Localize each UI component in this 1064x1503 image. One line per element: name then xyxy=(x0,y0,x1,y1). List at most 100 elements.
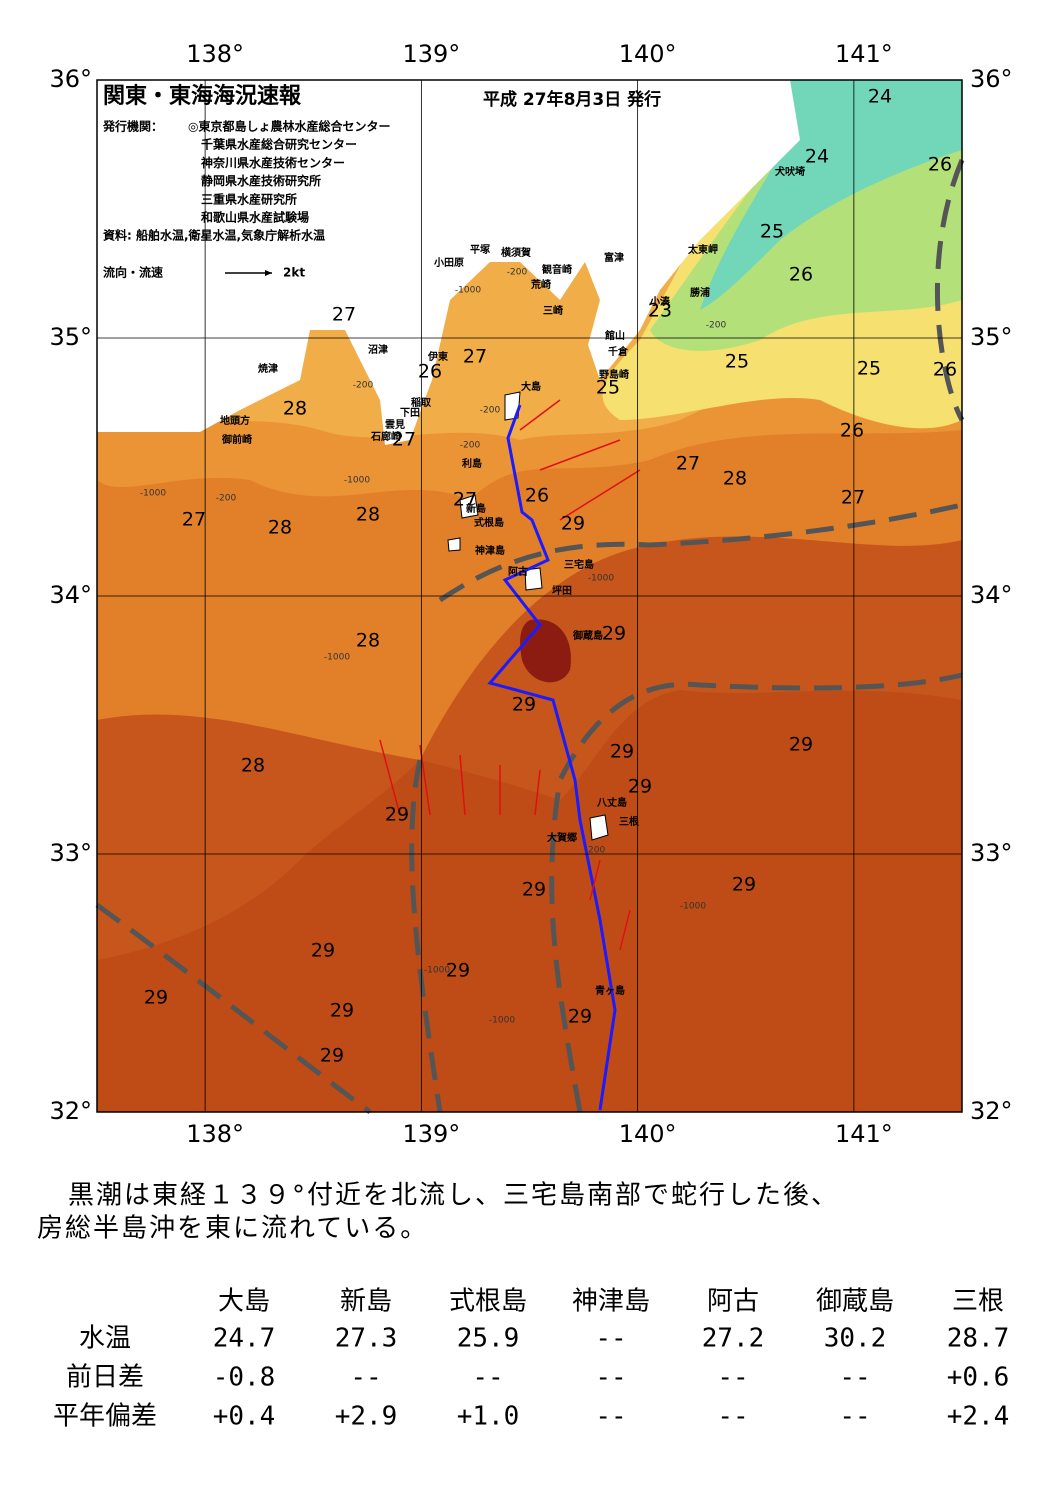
depth-label: -1000 xyxy=(424,966,450,976)
place-label: 青ヶ島 xyxy=(595,984,625,997)
place-label: 地頭方 xyxy=(220,414,250,427)
temperature-label: 25 xyxy=(760,221,784,243)
table-header: 阿古 xyxy=(707,1287,759,1317)
temperature-label: 29 xyxy=(602,623,626,645)
place-label: 大賀郷 xyxy=(547,831,577,844)
depth-label: -1000 xyxy=(344,476,370,486)
place-label: 下田 xyxy=(400,407,420,419)
table-cell: 30.2 xyxy=(824,1324,887,1354)
depth-label: -200 xyxy=(353,381,374,391)
temperature-label: 28 xyxy=(283,398,307,420)
temperature-label: 26 xyxy=(933,359,957,381)
temperature-label: 26 xyxy=(525,485,549,507)
table-cell: +2.4 xyxy=(947,1402,1010,1432)
data-source: 資料: 船舶水温,衛星水温,気象庁解析水温 xyxy=(103,228,325,243)
temperature-label: 27 xyxy=(453,489,477,511)
temperature-label: 29 xyxy=(628,776,652,798)
x-tick-label-top: 139° xyxy=(402,40,460,68)
table-header: 式根島 xyxy=(449,1287,527,1317)
issuer: 静岡県水産技術研究所 xyxy=(201,173,321,188)
table-cell: +0.6 xyxy=(947,1363,1010,1393)
temperature-label: 28 xyxy=(356,504,380,526)
temperature-label: 29 xyxy=(732,874,756,896)
depth-label: -1000 xyxy=(324,653,350,663)
depth-label: -1000 xyxy=(680,902,706,912)
place-label: 式根島 xyxy=(474,516,504,529)
issuer: 千葉県水産総合研究センター xyxy=(201,137,357,152)
table-cell: -- xyxy=(839,1402,870,1432)
temperature-label: 29 xyxy=(311,940,335,962)
y-tick-label-right: 36° xyxy=(970,65,1013,93)
temperature-label: 28 xyxy=(241,755,265,777)
x-tick-label-bottom: 138° xyxy=(186,1120,244,1148)
place-label: 館山 xyxy=(604,329,625,342)
issuer: 三重県水産研究所 xyxy=(201,191,297,206)
place-label: 荒崎 xyxy=(530,278,551,291)
x-tick-label-top: 141° xyxy=(835,40,893,68)
x-tick-label-bottom: 140° xyxy=(619,1120,677,1148)
place-label: 三宅島 xyxy=(564,558,594,571)
table-cell: -- xyxy=(595,1363,626,1393)
place-label: 三根 xyxy=(619,815,639,828)
temperature-label: 23 xyxy=(648,300,672,322)
temperature-label: 26 xyxy=(840,420,864,442)
table-cell: -0.8 xyxy=(213,1363,276,1393)
place-label: 御蔵島 xyxy=(572,629,603,642)
legend-label: 流向・流速 xyxy=(103,265,163,280)
temperature-label: 29 xyxy=(330,1000,354,1022)
temperature-label: 29 xyxy=(561,513,585,535)
row-label: 平年偏差 xyxy=(53,1402,157,1432)
temperature-label: 29 xyxy=(568,1006,592,1028)
depth-label: -200 xyxy=(585,846,606,856)
depth-label: -200 xyxy=(480,406,501,416)
table-cell: 27.2 xyxy=(702,1324,765,1354)
row-label: 水温 xyxy=(79,1324,131,1354)
temperature-label: 29 xyxy=(610,741,634,763)
row-label: 前日差 xyxy=(66,1363,144,1393)
table-cell: -- xyxy=(717,1363,748,1393)
table-cell: -- xyxy=(717,1402,748,1432)
place-label: 伊東 xyxy=(427,350,448,363)
table-cell: -- xyxy=(595,1402,626,1432)
temperature-label: 28 xyxy=(268,517,292,539)
x-tick-label-bottom: 139° xyxy=(402,1120,460,1148)
temperature-label: 25 xyxy=(725,351,749,373)
legend-scale: 2kt xyxy=(283,266,305,280)
map-background xyxy=(95,80,965,1115)
temperature-label: 29 xyxy=(144,987,168,1009)
place-label: 大島 xyxy=(521,380,541,393)
issue-date: 平成 27年8月3日 発行 xyxy=(483,89,661,110)
depth-label: -1000 xyxy=(455,286,481,296)
map-frame xyxy=(96,79,963,1113)
place-label: 石廊崎 xyxy=(370,430,401,443)
table-cell: 28.7 xyxy=(947,1324,1010,1354)
place-label: 小田原 xyxy=(433,256,464,269)
table-cell: +0.4 xyxy=(213,1402,276,1432)
description-line: 房総半島沖を東に流れている。 xyxy=(37,1214,428,1244)
table-cell: -- xyxy=(595,1324,626,1354)
place-label: 富津 xyxy=(604,251,624,264)
temperature-label: 29 xyxy=(789,734,813,756)
issuer: 和歌山県水産試験場 xyxy=(200,210,309,225)
table-header: 神津島 xyxy=(572,1287,650,1317)
table-cell: -- xyxy=(472,1363,503,1393)
place-label: 千倉 xyxy=(608,345,629,358)
temperature-label: 27 xyxy=(841,487,865,509)
y-tick-label-right: 34° xyxy=(970,581,1013,609)
y-tick-label-left: 32° xyxy=(49,1097,92,1125)
table-cell: -- xyxy=(839,1363,870,1393)
temperature-label: 27 xyxy=(182,509,206,531)
place-label: 勝浦 xyxy=(690,286,710,299)
temperature-label: 27 xyxy=(676,453,700,475)
place-label: 観音崎 xyxy=(542,263,572,276)
temperature-label: 27 xyxy=(392,429,416,451)
y-tick-label-right: 32° xyxy=(970,1097,1013,1125)
temperature-label: 29 xyxy=(446,960,470,982)
temperature-label: 27 xyxy=(463,346,487,368)
table-header: 大島 xyxy=(218,1287,270,1317)
depth-label: -200 xyxy=(507,268,528,278)
place-label: 太東岬 xyxy=(687,243,718,256)
depth-label: -1000 xyxy=(140,489,166,499)
temperature-label: 25 xyxy=(596,377,620,399)
table-cell: 24.7 xyxy=(213,1324,276,1354)
